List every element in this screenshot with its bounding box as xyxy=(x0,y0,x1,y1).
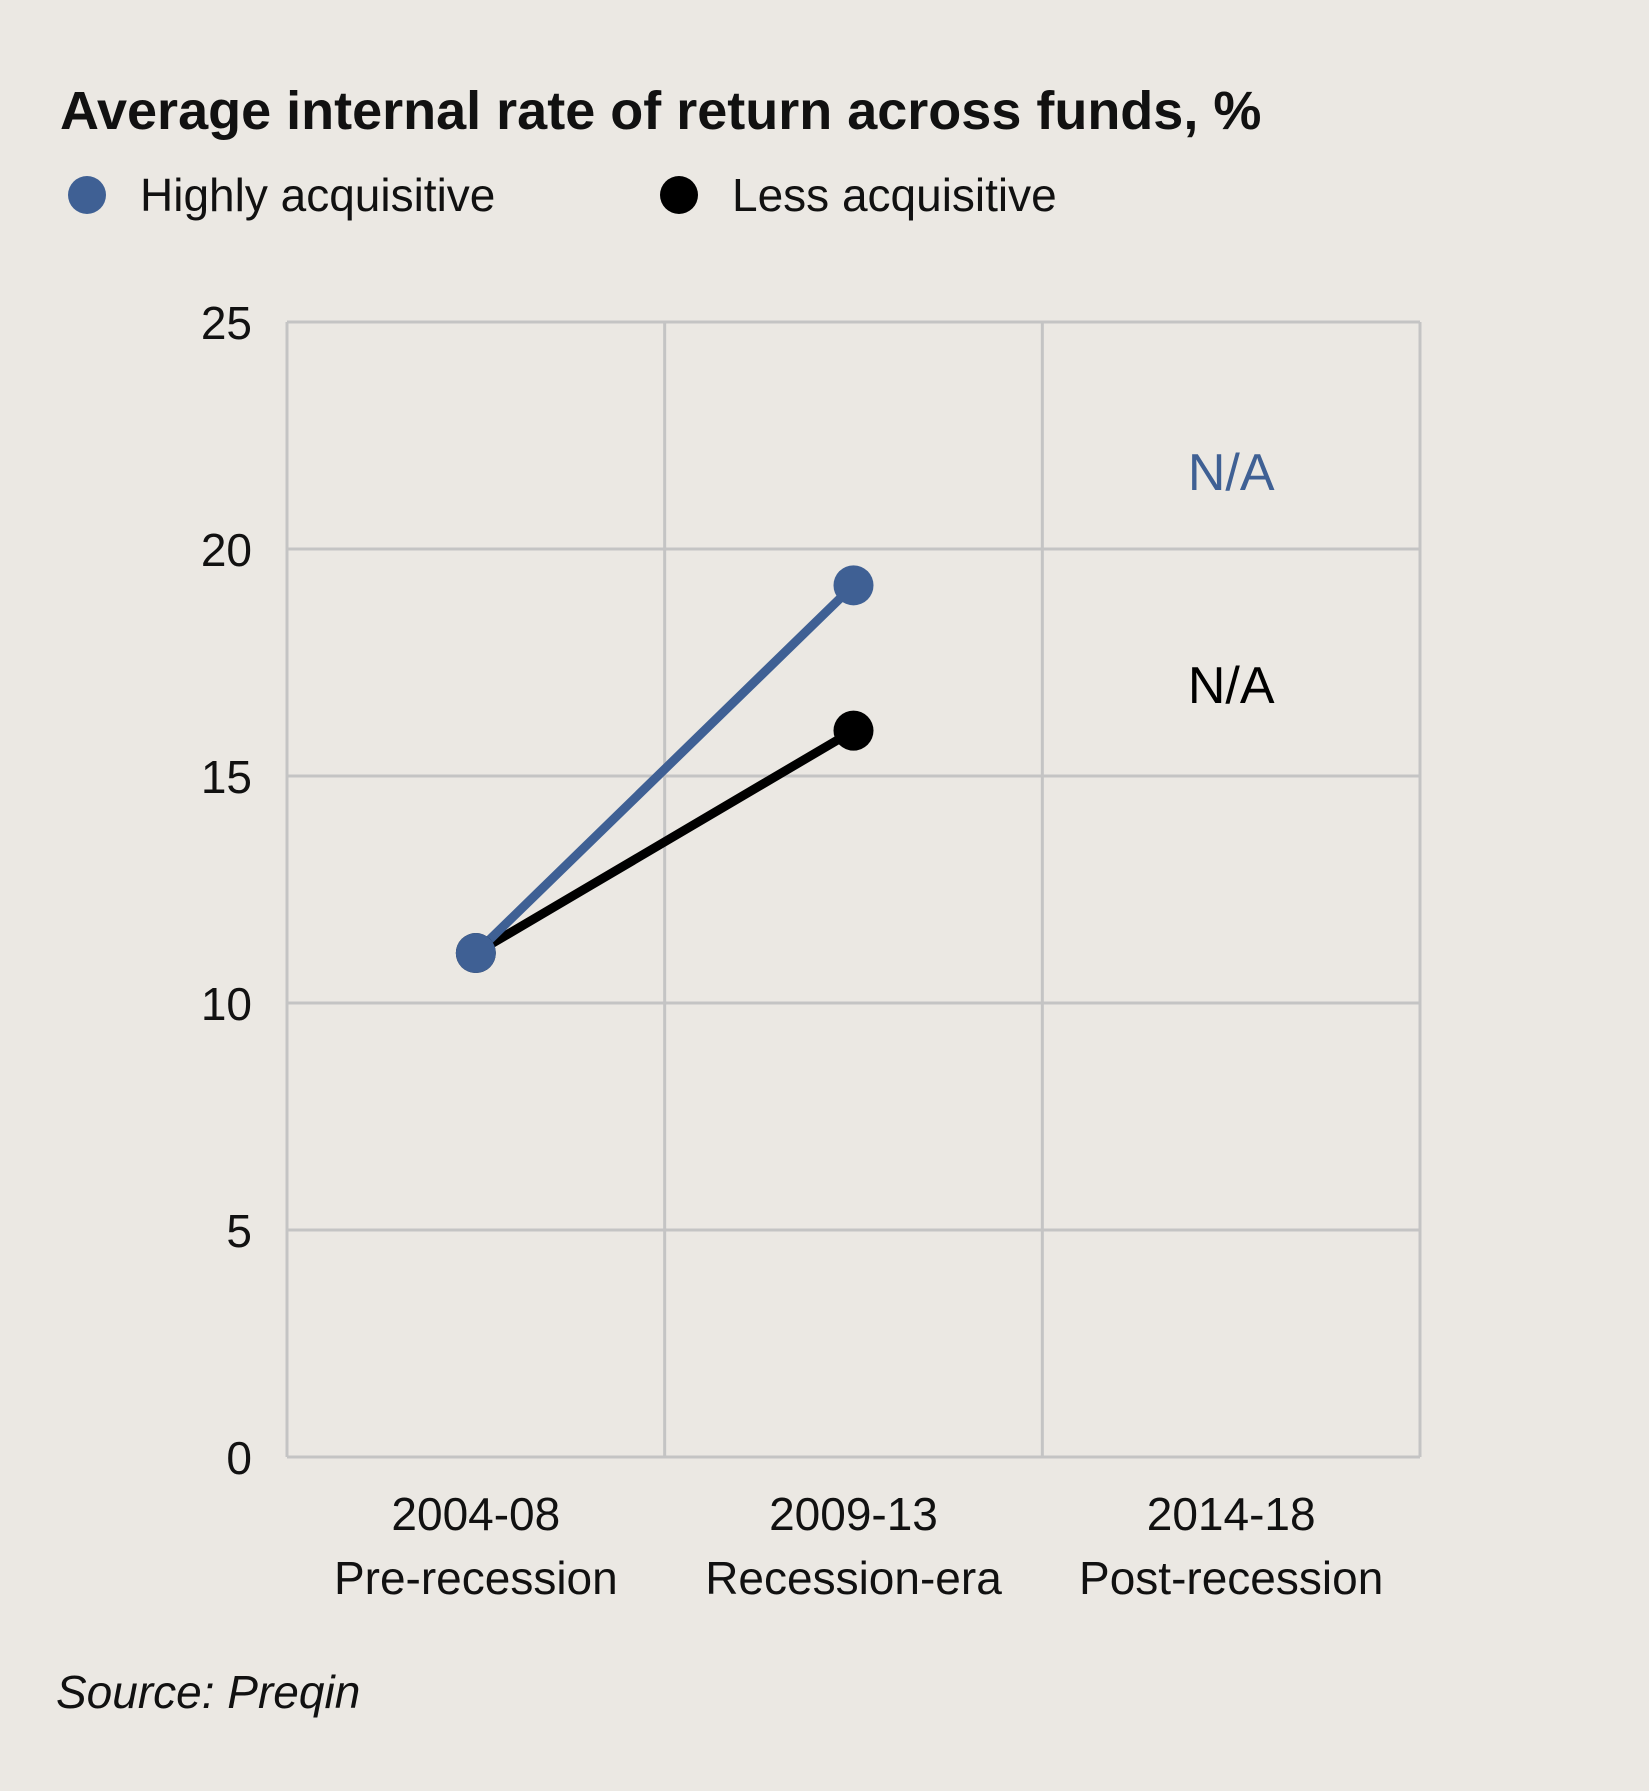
x-tick-label-1-0: 2009-13 xyxy=(769,1488,938,1540)
y-tick-label-20: 20 xyxy=(201,524,252,576)
y-tick-label-0: 0 xyxy=(226,1432,252,1484)
legend-marker-less-acquisitive xyxy=(660,176,698,214)
series-line-less-acquisitive xyxy=(471,726,858,958)
legend-label-less-acquisitive: Less acquisitive xyxy=(732,169,1057,221)
data-point-highly-acquisitive-0 xyxy=(455,933,496,974)
data-point-less-acquisitive-1 xyxy=(833,710,874,751)
y-tick-label-25: 25 xyxy=(201,297,252,349)
legend-marker-highly-acquisitive xyxy=(68,176,106,214)
chart-title: Average internal rate of return across f… xyxy=(60,81,1262,141)
x-tick-label-2-1: Post-recession xyxy=(1079,1552,1383,1604)
data-point-highly-acquisitive-1 xyxy=(833,565,874,606)
x-tick-label-0-0: 2004-08 xyxy=(391,1488,560,1540)
y-tick-label-5: 5 xyxy=(226,1205,252,1257)
source-note: Source: Preqin xyxy=(56,1666,361,1718)
series-line-highly-acquisitive xyxy=(471,580,858,958)
legend-item-less-acquisitive: Less acquisitive xyxy=(660,165,1057,225)
x-tick-label-1-1: Recession-era xyxy=(705,1552,1002,1604)
x-tick-label-0-1: Pre-recession xyxy=(334,1552,618,1604)
y-tick-label-15: 15 xyxy=(201,751,252,803)
legend-item-highly-acquisitive: Highly acquisitive xyxy=(68,165,495,225)
annotation-na-1: N/A xyxy=(1188,657,1275,715)
y-tick-label-10: 10 xyxy=(201,978,252,1030)
legend: Highly acquisitive Less acquisitive xyxy=(0,165,1649,225)
legend-label-highly-acquisitive: Highly acquisitive xyxy=(140,169,496,221)
x-tick-label-2-0: 2014-18 xyxy=(1147,1488,1316,1540)
annotation-na-0: N/A xyxy=(1188,444,1275,502)
